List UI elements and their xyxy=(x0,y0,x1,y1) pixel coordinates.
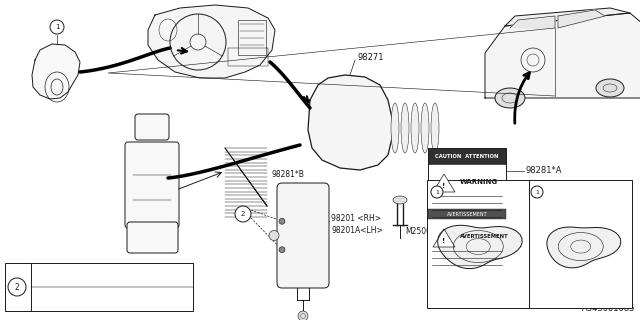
Ellipse shape xyxy=(495,88,525,108)
Ellipse shape xyxy=(431,103,439,153)
FancyBboxPatch shape xyxy=(127,222,178,253)
Circle shape xyxy=(8,278,26,296)
Text: 98271: 98271 xyxy=(357,52,383,61)
Text: 98201 <RH>: 98201 <RH> xyxy=(331,214,381,223)
Text: 98281*B: 98281*B xyxy=(271,170,304,179)
Polygon shape xyxy=(438,225,522,268)
Text: CAUTION  ATTENTION: CAUTION ATTENTION xyxy=(435,154,499,158)
Circle shape xyxy=(50,20,64,34)
Text: 98281*A: 98281*A xyxy=(526,166,563,175)
Polygon shape xyxy=(547,227,621,268)
Text: 98211: 98211 xyxy=(545,188,569,196)
Circle shape xyxy=(531,186,543,198)
Ellipse shape xyxy=(401,103,409,153)
Text: 1: 1 xyxy=(55,24,60,30)
Bar xyxy=(228,48,268,66)
Circle shape xyxy=(235,206,251,222)
Text: 98201A<LH>: 98201A<LH> xyxy=(331,226,383,235)
Text: WARNING: WARNING xyxy=(460,179,498,185)
FancyBboxPatch shape xyxy=(277,183,329,288)
Text: N450031  (05MY0407-      ): N450031 (05MY0407- ) xyxy=(36,294,156,303)
Text: 98211: 98211 xyxy=(445,188,469,196)
Ellipse shape xyxy=(596,79,624,97)
Polygon shape xyxy=(32,44,80,99)
Circle shape xyxy=(298,311,308,320)
Text: AVERTISSEMENT: AVERTISSEMENT xyxy=(460,235,509,239)
Circle shape xyxy=(279,247,285,253)
Text: !: ! xyxy=(442,238,445,244)
Ellipse shape xyxy=(421,103,429,153)
Text: A343001085: A343001085 xyxy=(582,304,635,313)
Text: (03MY-04MY): (03MY-04MY) xyxy=(456,293,501,299)
Ellipse shape xyxy=(393,196,407,204)
Text: (05MY-         ): (05MY- ) xyxy=(557,293,604,299)
Polygon shape xyxy=(433,174,455,192)
Polygon shape xyxy=(510,16,555,28)
Ellipse shape xyxy=(391,103,399,153)
Polygon shape xyxy=(148,5,275,78)
Polygon shape xyxy=(433,229,455,247)
Text: !: ! xyxy=(442,183,445,189)
Text: M250056: M250056 xyxy=(405,228,441,236)
FancyBboxPatch shape xyxy=(135,114,169,140)
Bar xyxy=(428,148,506,164)
Text: AVERTISSEMENT: AVERTISSEMENT xyxy=(447,212,487,217)
Text: 2: 2 xyxy=(15,283,19,292)
Bar xyxy=(238,20,266,55)
Polygon shape xyxy=(485,13,640,98)
Bar xyxy=(225,148,267,206)
Polygon shape xyxy=(505,8,630,26)
Bar xyxy=(428,209,506,219)
Text: 1: 1 xyxy=(435,189,439,195)
Bar xyxy=(5,263,193,311)
Polygon shape xyxy=(308,75,392,170)
FancyBboxPatch shape xyxy=(125,142,179,228)
Ellipse shape xyxy=(411,103,419,153)
Bar xyxy=(428,148,506,266)
Bar xyxy=(427,180,632,308)
Polygon shape xyxy=(225,148,267,206)
Text: 2: 2 xyxy=(241,211,245,217)
Polygon shape xyxy=(558,10,605,28)
Text: 1: 1 xyxy=(535,189,539,195)
Circle shape xyxy=(269,230,279,241)
Circle shape xyxy=(279,218,285,224)
Circle shape xyxy=(431,186,443,198)
Text: N450024  (03MY-05MY0406): N450024 (03MY-05MY0406) xyxy=(36,271,147,280)
